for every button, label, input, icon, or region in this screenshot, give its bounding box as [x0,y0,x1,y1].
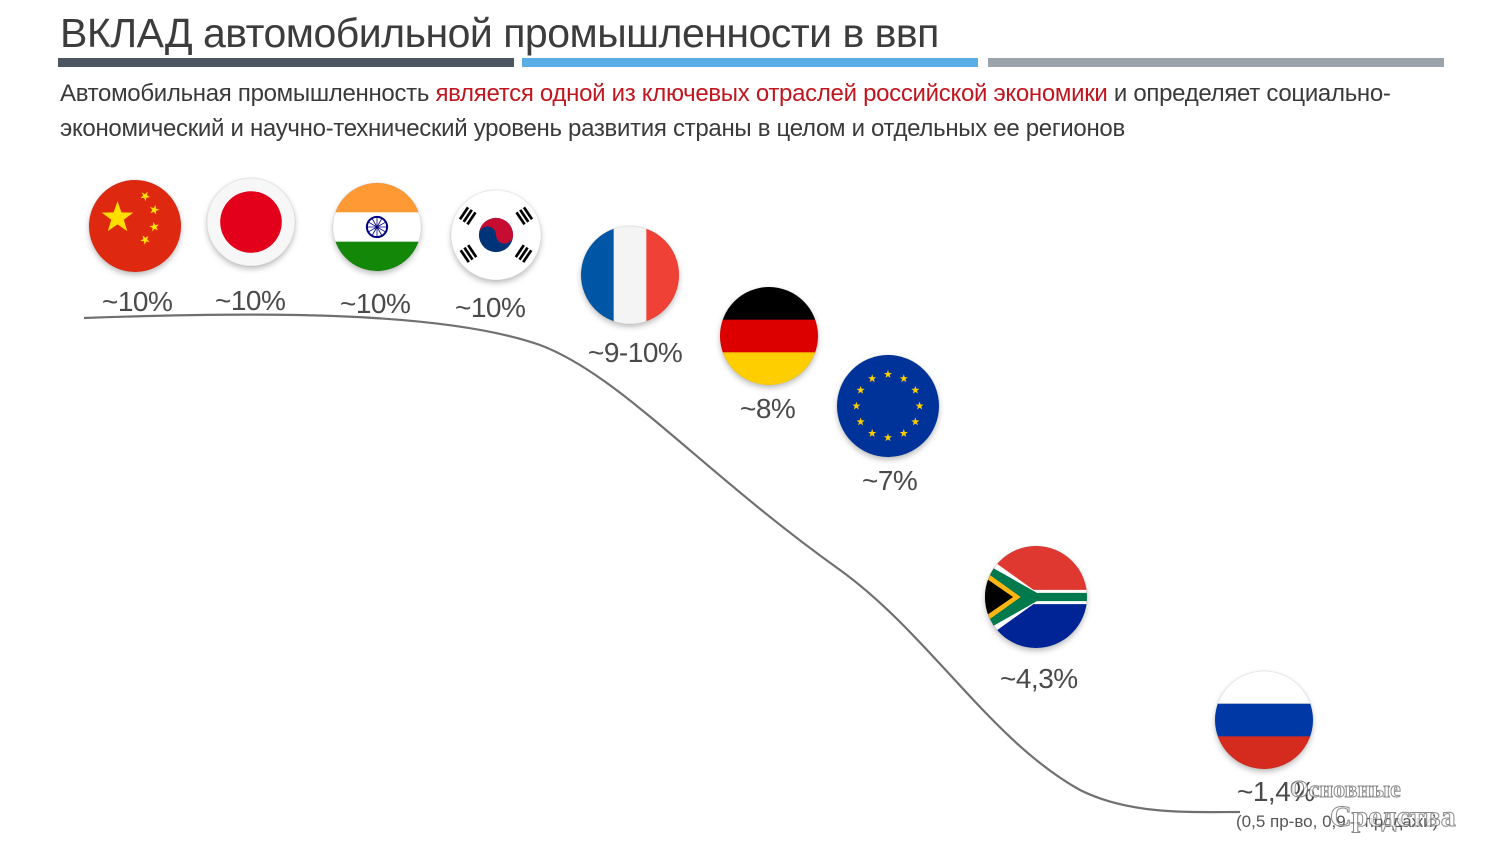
value-label-japan: ~10% [215,285,286,316]
subtitle-text: Автомобильная промышленность [60,80,436,107]
title-bar-dark [58,58,514,67]
china-flag-icon [89,180,181,272]
watermark-line2: Средства [1330,800,1457,833]
decline-curve [83,313,1241,814]
subtitle-highlight: является одной из ключевых отраслей росс… [435,80,1108,107]
value-label-germany: ~8% [740,393,796,424]
title-bar-blue [522,58,978,67]
value-label-france: ~9-10% [588,337,683,368]
value-label-india: ~10% [340,288,411,319]
japan-flag-icon [207,178,295,266]
subtitle: Автомобильная промышленность является од… [60,76,1460,146]
south-korea-flag-icon [451,190,541,280]
subtitle-text-end: и определяет социально-экономический и н… [60,80,1391,142]
title-bar-gray [988,58,1444,67]
value-label-south-africa: ~4,3% [1000,663,1078,694]
value-label-russia: ~1,4% [1237,776,1315,807]
south-africa-flag-icon [985,546,1087,648]
watermark-logo: Основные Средства [1290,777,1457,833]
india-flag-icon [333,183,421,271]
russia-note: (0,5 пр-во, 0,9 – продажи) [1236,812,1439,831]
value-label-south-korea: ~10% [455,292,526,323]
value-label-eu: ~7% [862,465,918,496]
eu-flag-icon [837,355,939,457]
watermark-line1: Основные [1290,777,1402,803]
value-label-china: ~10% [102,286,173,317]
page-title: ВКЛАД автомобильной промышленности в ввп [60,10,939,56]
